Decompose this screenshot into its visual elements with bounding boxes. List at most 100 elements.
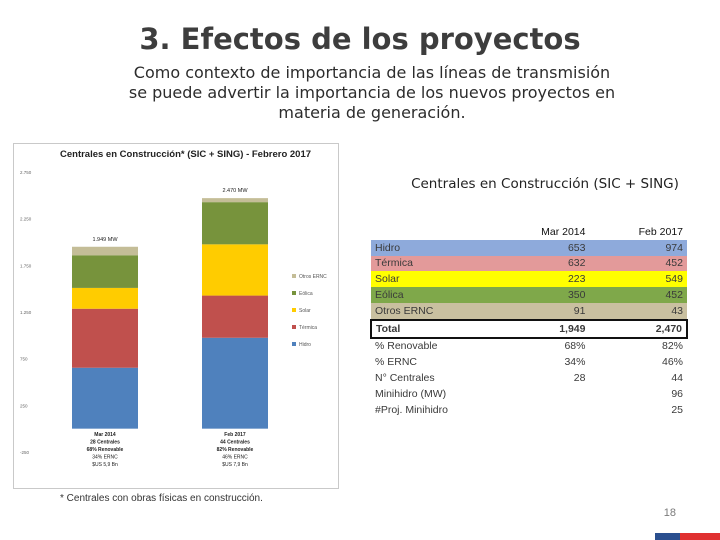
bar-total-label: 2.470 MW <box>222 188 248 194</box>
table-row: Solar 223 549 <box>371 271 687 288</box>
x-category-note: 68% Renovable <box>87 447 124 453</box>
row-label: N° Centrales <box>375 372 435 385</box>
table-row: Otros ERNC 91 43 <box>371 302 687 320</box>
legend-swatch <box>292 274 296 278</box>
legend-label: Térmica <box>299 325 317 331</box>
subtitle-line: Como contexto de importancia de las líne… <box>133 63 611 82</box>
table-row: N° Centrales 28 44 <box>371 370 687 386</box>
legend-swatch <box>292 291 296 295</box>
x-category-note: 46% ERNC <box>222 455 248 461</box>
x-category-note: 34% ERNC <box>92 455 118 461</box>
legend-swatch <box>292 342 296 346</box>
row-value <box>492 402 589 418</box>
subtitle-line: materia de generación. <box>278 103 466 122</box>
table-row: Total 1,949 2,470 <box>370 318 688 339</box>
legend-swatch <box>292 325 296 329</box>
row-value: 82% <box>661 340 683 353</box>
y-tick-label: 1.250 <box>20 310 32 315</box>
legend-label: Otros ERNC <box>299 274 327 280</box>
table-header-row: Mar 2014 Feb 2017 <box>371 224 687 240</box>
table-row: Térmica 632 452 <box>371 255 687 272</box>
stacked-bar-chart: Centrales en Construcción* (SIC + SING) … <box>13 143 339 489</box>
row-value: 44 <box>671 372 683 385</box>
bar-segment-t-rmica <box>72 308 138 368</box>
row-value: 46% <box>661 356 683 369</box>
row-label: Minihidro (MW) <box>375 387 447 400</box>
legend-label: Hidro <box>299 342 311 348</box>
chart-title: Centrales en Construcción* (SIC + SING) … <box>60 149 311 160</box>
footnote: * Centrales con obras físicas en constru… <box>60 493 263 504</box>
x-category-note: 28 Centrales <box>90 440 120 446</box>
x-category-note: Mar 2014 <box>94 432 116 438</box>
table-header-empty <box>371 224 492 240</box>
table-row: #Proj. Minihidro 25 <box>371 401 687 418</box>
row-label: #Proj. Minihidro <box>375 403 448 416</box>
table-row: % ERNC 34% 46% <box>371 354 687 371</box>
slide-title: 3. Efectos de los proyectos <box>139 22 581 56</box>
bar-segment-solar <box>202 244 268 296</box>
row-value: 2,470 <box>589 318 688 339</box>
bar-segment-otros-ernc <box>202 198 268 203</box>
row-value: 653 <box>567 241 586 254</box>
row-value: 28 <box>573 372 586 385</box>
slide-subtitle: Como contexto de importancia de las líne… <box>92 63 652 123</box>
table-title: Centrales en Construcción (SIC + SING) <box>411 176 679 192</box>
chart-canvas: Centrales en Construcción* (SIC + SING) … <box>20 149 327 468</box>
bar-segment-solar <box>72 287 138 309</box>
page-number: 18 <box>663 507 676 519</box>
bar-segment-e-lica <box>72 255 138 288</box>
table-header: Mar 2014 <box>541 225 586 238</box>
table-row: Eólica 350 452 <box>371 287 687 303</box>
row-value: 25 <box>671 403 683 416</box>
bar-segment-hidro <box>72 367 138 429</box>
row-value: 34% <box>564 356 586 369</box>
row-value: 452 <box>665 289 683 302</box>
legend-swatch <box>292 308 296 312</box>
bar-segment-hidro <box>202 337 268 429</box>
data-table: Mar 2014 Feb 2017 Hidro 653 974 Térmica 632 4… <box>370 224 688 418</box>
bar-segment-otros-ernc <box>72 246 138 256</box>
x-category-note: 44 Centrales <box>220 440 250 446</box>
row-value: 452 <box>665 257 683 270</box>
bar-segment-e-lica <box>202 202 268 245</box>
row-value: 223 <box>567 273 586 286</box>
row-value: 549 <box>665 273 683 286</box>
row-label: Térmica <box>375 257 413 270</box>
row-value <box>492 386 589 402</box>
row-label: Solar <box>375 273 400 286</box>
row-label: % Renovable <box>375 340 438 353</box>
row-value: 974 <box>665 241 683 254</box>
brand-bar-blue <box>655 533 680 540</box>
row-value: 68% <box>564 340 586 353</box>
row-value: 96 <box>671 387 683 400</box>
bar-total-label: 1.949 MW <box>92 237 118 243</box>
y-tick-label: 750 <box>20 357 28 362</box>
row-label: % ERNC <box>375 356 418 369</box>
table-header: Feb 2017 <box>638 225 683 238</box>
bar-segment-t-rmica <box>202 295 268 338</box>
y-tick-label: 1.750 <box>20 263 32 268</box>
x-category-note: $US 7,9 Bn <box>222 462 248 468</box>
brand-bar-red <box>680 533 720 540</box>
row-value: 1,949 <box>492 318 590 339</box>
row-value: 91 <box>573 304 586 317</box>
y-tick-label: 250 <box>20 403 28 408</box>
y-tick-label: 2.750 <box>20 170 32 175</box>
row-value: 43 <box>671 304 683 317</box>
row-label: Otros ERNC <box>375 304 434 317</box>
x-category-note: $US 5,9 Bn <box>92 462 118 468</box>
table-row: Minihidro (MW) 96 <box>371 385 687 402</box>
legend-label: Eólica <box>299 291 313 297</box>
y-tick-label: 2.250 <box>20 217 32 222</box>
row-value: 350 <box>567 289 586 302</box>
table-body: Hidro 653 974 Térmica 632 452 Solar 223 549 Eólic… <box>370 239 688 418</box>
row-label: Hidro <box>375 241 401 254</box>
legend-label: Solar <box>299 308 311 314</box>
table-row: Hidro 653 974 <box>371 239 687 256</box>
y-tick-label: -250 <box>20 450 30 455</box>
row-label: Total <box>370 318 492 339</box>
row-value: 632 <box>567 257 586 270</box>
row-label: Eólica <box>375 289 404 302</box>
subtitle-line: se puede advertir la importancia de los … <box>128 83 616 102</box>
table-row: % Renovable 68% 82% <box>371 337 687 355</box>
